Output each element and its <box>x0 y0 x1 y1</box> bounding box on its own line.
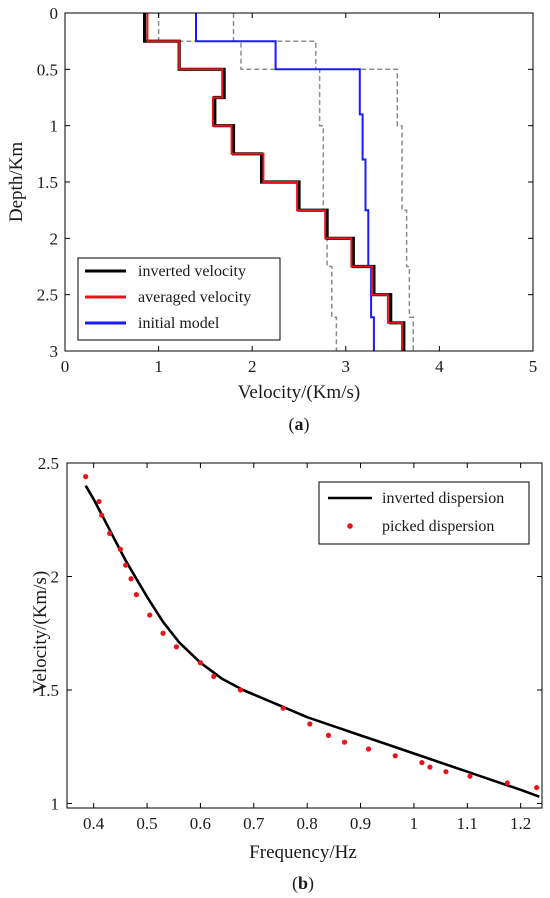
chart-b-xtick-label: 1.1 <box>457 814 478 833</box>
chart-a-xtick-label: 0 <box>61 357 70 376</box>
chart-b-ytick-label: 2.5 <box>38 454 59 473</box>
chart-b-legend-label-picked-dispersion: picked dispersion <box>382 518 494 535</box>
chart-b-xtick-label: 0.4 <box>83 814 105 833</box>
chart-b-xtick-label: 1 <box>410 814 419 833</box>
chart-b-point <box>534 784 540 791</box>
chart-b-xtick-label: 0.6 <box>190 814 211 833</box>
chart-a-legend-label-initial-model: initial model <box>138 315 220 332</box>
chart-b-xlabel: Frequency/Hz <box>249 842 357 863</box>
chart-b-point <box>133 592 139 598</box>
chart-a-ytick-label: 1 <box>50 117 59 136</box>
chart-b-xtick-label: 0.9 <box>350 814 371 833</box>
chart-a-ticks: 0 1 2 3 4 5 0 0.5 1 1.5 2 2.5 3 <box>37 4 538 376</box>
chart-a-ytick-label: 3 <box>50 342 59 361</box>
chart-a-xtick-label: 2 <box>248 357 257 376</box>
chart-a-ylabel: Depth/Km <box>6 142 27 222</box>
chart-b-legend-swatch-picked-dispersion <box>347 523 353 529</box>
caption-a: (a) <box>289 414 310 435</box>
caption-a-close: ) <box>304 414 310 435</box>
chart-b-point <box>83 474 89 480</box>
chart-b-xtick-label: 1.2 <box>510 814 531 833</box>
chart-panel-b: 0.4 0.5 0.6 0.7 0.8 0.9 1 1.1 1.2 1 1.5 2 2.5 Freque… <box>30 454 543 894</box>
chart-b-point <box>117 546 123 552</box>
chart-b-plot-area <box>83 474 540 798</box>
chart-b-point <box>365 746 372 752</box>
chart-a-ytick-label: 1.5 <box>37 173 58 192</box>
chart-b-legend-box <box>318 481 530 545</box>
chart-b-point <box>307 721 313 727</box>
chart-b-point <box>160 630 166 636</box>
chart-a-legend: inverted velocity averaged velocity initia… <box>77 257 281 341</box>
caption-a-open: ( <box>289 414 295 435</box>
chart-b-ticks: 0.4 0.5 0.6 0.7 0.8 0.9 1 1.1 1.2 1 1.5 2 2.5 <box>38 454 542 833</box>
caption-b-open: ( <box>292 873 298 894</box>
chart-b-xtick-label: 0.5 <box>136 814 157 833</box>
chart-a-series-bound-4 <box>232 13 414 351</box>
chart-b-series-inverted-dispersion <box>84 485 540 798</box>
chart-b-point <box>96 498 102 505</box>
chart-a-plot-area <box>143 13 414 351</box>
chart-a-xtick-label: 4 <box>435 357 444 376</box>
chart-b-legend: inverted dispersion picked dispersion <box>318 481 530 545</box>
chart-b-ylabel: Velocity/(Km/s) <box>30 571 51 693</box>
caption-b-letter: b <box>298 873 308 893</box>
chart-b-point <box>392 753 398 759</box>
caption-a-letter: a <box>295 414 304 434</box>
chart-panel-a: 0 1 2 3 4 5 0 0.5 1 1.5 2 2.5 3 Velocity/(Km/s) Dept… <box>6 4 537 435</box>
chart-a-ytick-label: 0 <box>50 4 59 23</box>
chart-b-point <box>427 764 433 770</box>
chart-b-xtick-label: 0.8 <box>297 814 318 833</box>
chart-b-point <box>237 687 244 693</box>
chart-b-point <box>467 773 473 779</box>
chart-a-xtick-label: 3 <box>342 357 351 376</box>
chart-b-legend-label-inverted-dispersion: inverted dispersion <box>382 490 504 507</box>
caption-b-close: ) <box>308 873 314 894</box>
chart-a-ytick-label: 2.5 <box>37 286 58 305</box>
chart-b-point <box>99 512 105 518</box>
chart-b-ytick-label: 1.5 <box>38 681 59 700</box>
chart-b-point <box>443 769 449 775</box>
chart-b-point <box>128 576 134 582</box>
chart-a-xtick-label: 1 <box>154 357 163 376</box>
chart-a-ytick-label: 2 <box>50 229 59 248</box>
chart-b-point <box>419 760 425 766</box>
chart-a-series-bound-3 <box>157 13 338 351</box>
chart-b-point <box>173 644 180 650</box>
chart-b-point <box>280 705 286 711</box>
chart-a-ytick-label: 0.5 <box>37 60 58 79</box>
chart-b-point <box>197 660 204 666</box>
chart-b-ytick-label: 2 <box>51 567 60 586</box>
caption-b: (b) <box>292 873 314 894</box>
chart-b-axes-box <box>66 462 543 809</box>
chart-b-point <box>211 673 217 679</box>
chart-b-point <box>123 562 129 568</box>
chart-a-xtick-label: 5 <box>529 357 538 376</box>
chart-b-point <box>147 612 153 618</box>
chart-b-point <box>504 780 510 786</box>
chart-a-legend-label-averaged-velocity: averaged velocity <box>138 289 251 306</box>
chart-b-ytick-label: 1 <box>51 794 60 813</box>
chart-a-legend-label-inverted-velocity: inverted velocity <box>138 263 246 280</box>
chart-a-xlabel: Velocity/(Km/s) <box>238 382 360 403</box>
chart-b-point <box>341 739 348 745</box>
chart-b-point <box>107 530 113 536</box>
chart-a-series-averaged-velocity <box>146 13 403 351</box>
chart-b-point <box>325 732 332 738</box>
chart-b-xtick-label: 0.7 <box>243 814 265 833</box>
